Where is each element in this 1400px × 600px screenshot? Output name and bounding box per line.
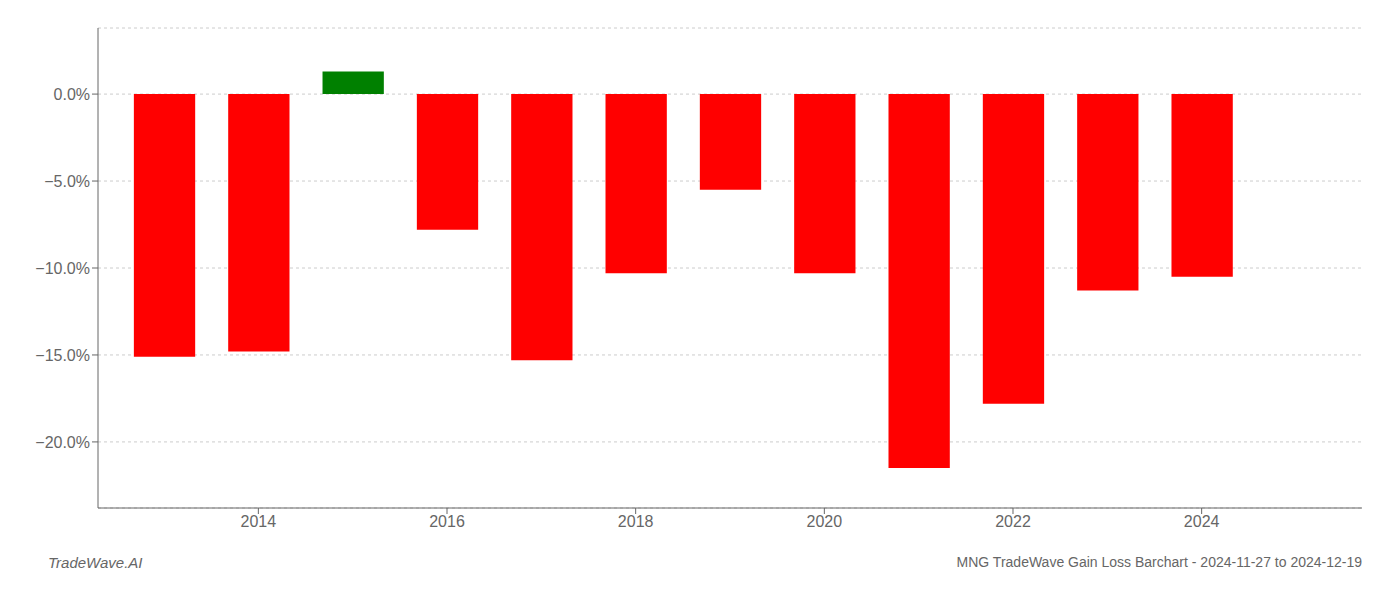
svg-text:2016: 2016 <box>429 513 465 530</box>
svg-text:2024: 2024 <box>1184 513 1220 530</box>
svg-text:2014: 2014 <box>241 513 277 530</box>
svg-text:−10.0%: −10.0% <box>35 260 90 277</box>
svg-text:2022: 2022 <box>995 513 1031 530</box>
svg-text:−20.0%: −20.0% <box>35 434 90 451</box>
svg-text:−15.0%: −15.0% <box>35 347 90 364</box>
html-text:TradeWave.AI: TradeWave.AI <box>48 554 143 571</box>
svg-text:−5.0%: −5.0% <box>44 173 90 190</box>
svg-text:0.0%: 0.0% <box>54 86 90 103</box>
html-text:MNG TradeWave Gain Loss Barcha: MNG TradeWave Gain Loss Barchart - 2024-… <box>956 554 1362 570</box>
svg-text:2020: 2020 <box>807 513 843 530</box>
svg-text:2018: 2018 <box>618 513 654 530</box>
